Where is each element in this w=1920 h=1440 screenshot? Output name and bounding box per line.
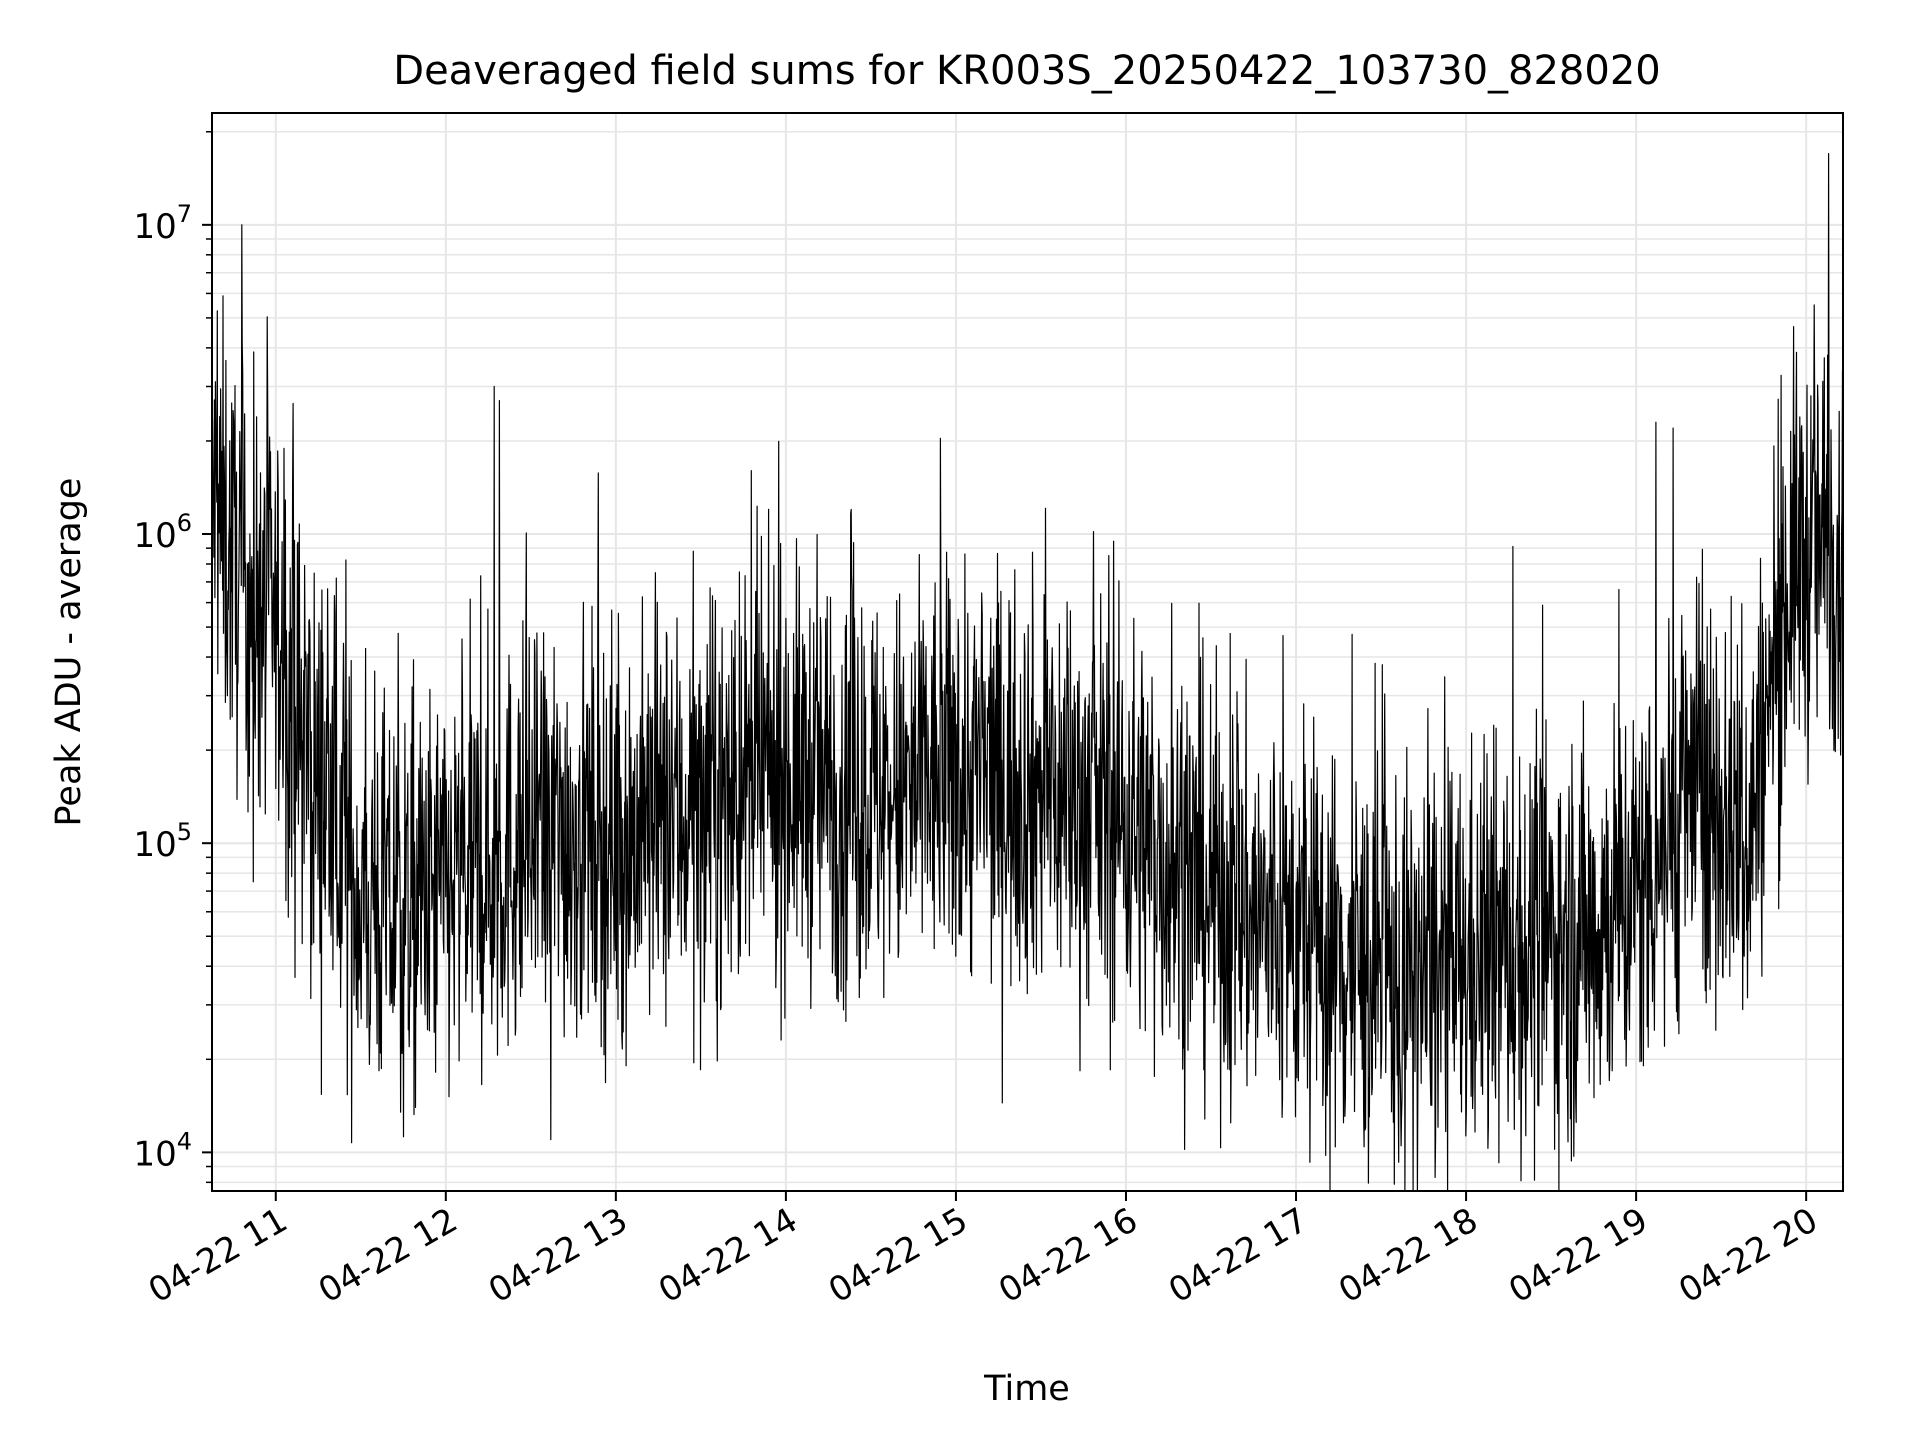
chart-title: Deaveraged field sums for KR003S_2025042… bbox=[393, 48, 1660, 94]
y-axis-label: Peak ADU - average bbox=[49, 478, 89, 827]
x-axis-label: Time bbox=[983, 1369, 1070, 1409]
y-tick-label: 107 bbox=[133, 200, 192, 247]
y-tick-label: 106 bbox=[133, 509, 192, 556]
data-series-line bbox=[211, 153, 1844, 1192]
y-axis-ticks: 104 105 106 107 bbox=[133, 131, 212, 1184]
y-tick-label: 104 bbox=[133, 1127, 192, 1174]
y-tick-label: 105 bbox=[133, 818, 192, 865]
plot-area-frame bbox=[211, 112, 1844, 1192]
series-line-path bbox=[211, 153, 1844, 1192]
